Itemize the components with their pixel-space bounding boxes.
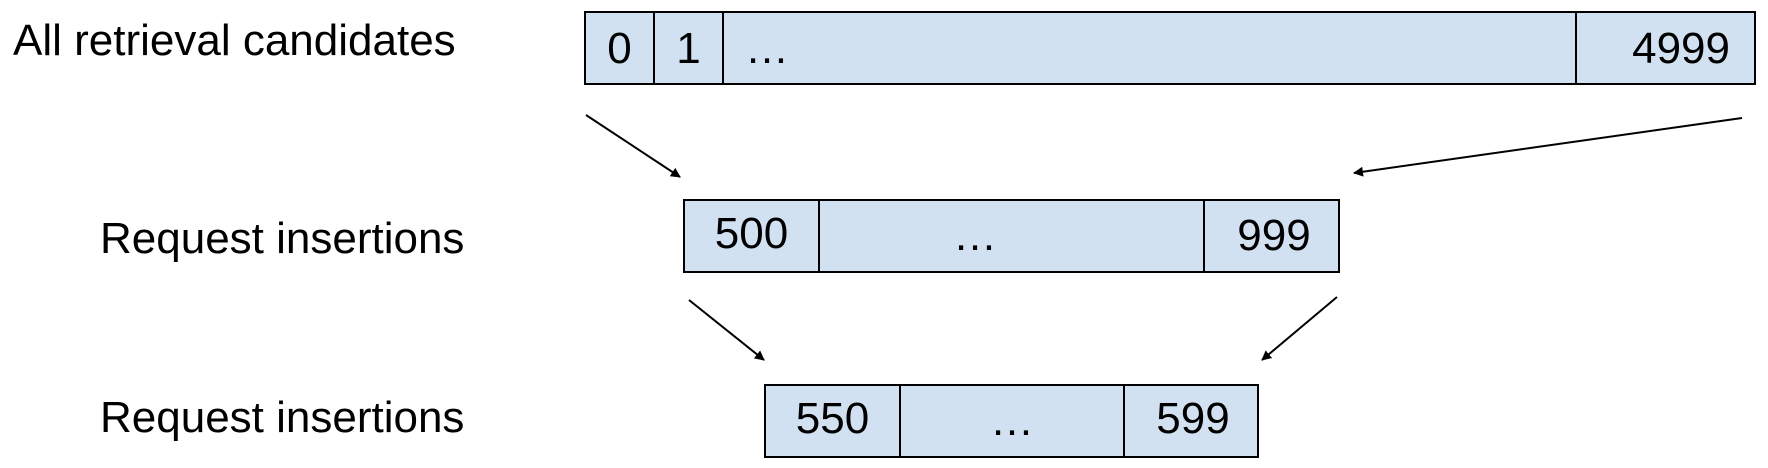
cell-ellipsis-low-text: … <box>990 396 1034 445</box>
cell-550: 550 <box>764 384 901 458</box>
arrow-left-lower <box>688 299 765 361</box>
cell-ellipsis: … <box>722 11 1577 85</box>
cell-1: 1 <box>653 11 724 85</box>
cell-550-text: 550 <box>796 394 869 443</box>
cell-1-text: 1 <box>676 24 700 73</box>
row-label-request-insertions-1: Request insertions <box>100 214 464 263</box>
cell-ellipsis-text: … <box>745 24 789 73</box>
cell-ellipsis-mid-text: … <box>953 211 997 260</box>
cell-599-text: 599 <box>1156 394 1229 443</box>
insertions-bar-1: 500 … 999 <box>683 199 1340 273</box>
cell-999-text: 999 <box>1237 211 1310 260</box>
arrow-right-upper <box>1353 117 1743 177</box>
arrow-left-upper <box>585 114 681 178</box>
candidates-bar: 0 1 … 4999 <box>584 11 1756 85</box>
cell-599: 599 <box>1123 384 1259 458</box>
row-label-all-retrieval-candidates: All retrieval candidates <box>13 16 456 65</box>
cell-4999-text: 4999 <box>1632 24 1730 73</box>
cell-0-text: 0 <box>607 24 631 73</box>
cell-500: 500 <box>683 199 820 273</box>
row-label-request-insertions-2: Request insertions <box>100 393 464 442</box>
cell-999: 999 <box>1203 199 1340 273</box>
cell-ellipsis-low: … <box>899 384 1125 458</box>
cell-ellipsis-mid: … <box>818 199 1205 273</box>
arrow-right-lower <box>1261 296 1338 361</box>
cell-4999: 4999 <box>1575 11 1756 85</box>
insertions-bar-2: 550 … 599 <box>764 384 1259 458</box>
cell-500-text: 500 <box>715 209 788 258</box>
cell-0: 0 <box>584 11 655 85</box>
